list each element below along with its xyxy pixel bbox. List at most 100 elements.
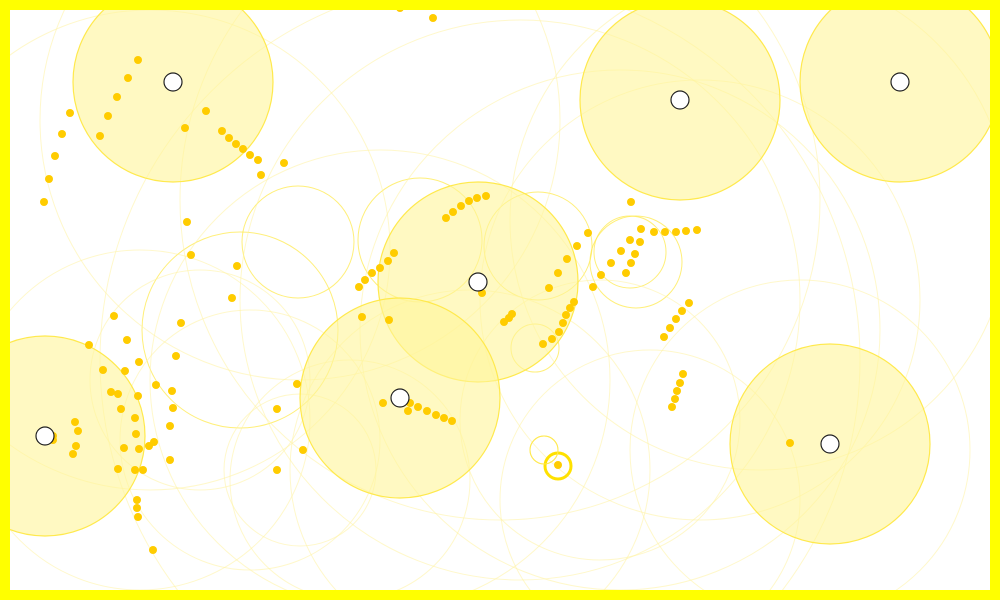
particle-dot <box>177 319 185 327</box>
particle-dot <box>134 56 142 64</box>
particle-dot <box>545 284 553 292</box>
particle-dot <box>225 134 233 142</box>
particle-dot <box>121 367 129 375</box>
node-hub[interactable] <box>670 90 690 110</box>
particle-dot <box>69 450 77 458</box>
particle-dot <box>385 316 393 324</box>
particle-dot <box>114 390 122 398</box>
particle-dot <box>563 255 571 263</box>
particle-dot <box>358 313 366 321</box>
particle-dot <box>254 156 262 164</box>
particle-dot <box>123 336 131 344</box>
particle-dot <box>218 127 226 135</box>
particle-dot <box>172 352 180 360</box>
particle-dot <box>376 264 384 272</box>
particle-dot <box>45 175 53 183</box>
particle-dot <box>678 307 686 315</box>
particle-dot <box>183 218 191 226</box>
particle-dot <box>299 446 307 454</box>
particle-dot <box>134 392 142 400</box>
particle-dot <box>539 340 547 348</box>
particle-dot <box>440 414 448 422</box>
particle-dot <box>120 444 128 452</box>
particle-dot <box>117 405 125 413</box>
particle-dot <box>133 496 141 504</box>
particle-dot <box>124 74 132 82</box>
particle-dot <box>584 229 592 237</box>
expanding-ring <box>241 185 355 299</box>
particle-dot <box>554 269 562 277</box>
particle-dot <box>423 407 431 415</box>
expanding-ring <box>239 19 801 581</box>
particle-dot <box>85 341 93 349</box>
particle-dot <box>166 456 174 464</box>
expanding-ring <box>593 215 667 289</box>
particle-dot <box>482 192 490 200</box>
particle-dot <box>617 247 625 255</box>
particle-dot <box>233 262 241 270</box>
particle-dot <box>114 465 122 473</box>
particle-dot <box>637 225 645 233</box>
nodes-layer[interactable] <box>35 72 910 454</box>
particle-dot <box>666 324 674 332</box>
particle-dot <box>107 388 115 396</box>
particle-dot <box>589 283 597 291</box>
particle-dot <box>135 445 143 453</box>
particle-dot <box>280 159 288 167</box>
particle-dot <box>168 387 176 395</box>
particle-dot <box>570 298 578 306</box>
particle-dot <box>672 228 680 236</box>
particle-dot <box>566 304 574 312</box>
particle-dot <box>607 259 615 267</box>
particle-dot <box>559 319 567 327</box>
particle-dot <box>134 513 142 521</box>
particle-dot <box>626 236 634 244</box>
particle-dot <box>661 228 669 236</box>
particle-dot <box>448 417 456 425</box>
particle-dot <box>228 294 236 302</box>
particle-dot <box>650 228 658 236</box>
particle-dot <box>355 283 363 291</box>
particle-dot <box>149 546 157 554</box>
particle-dot <box>166 422 174 430</box>
particle-dot <box>384 257 392 265</box>
particle-dot <box>404 407 412 415</box>
particle-dot <box>508 310 516 318</box>
node-hub[interactable] <box>468 272 488 292</box>
node-hub[interactable] <box>890 72 910 92</box>
particle-dot <box>104 112 112 120</box>
particle-dot <box>672 315 680 323</box>
particle-dot <box>622 269 630 277</box>
particle-dot <box>390 249 398 257</box>
particle-dot <box>51 152 59 160</box>
particle-dot <box>135 358 143 366</box>
particle-dot <box>246 151 254 159</box>
particle-dot <box>555 328 563 336</box>
particle-dot <box>554 461 562 469</box>
particle-dot <box>110 312 118 320</box>
particle-dot <box>627 259 635 267</box>
particle-dot <box>293 380 301 388</box>
node-hub[interactable] <box>820 434 840 454</box>
particle-dot <box>368 269 376 277</box>
particle-dot <box>573 242 581 250</box>
particle-dot <box>660 333 668 341</box>
particle-dot <box>71 418 79 426</box>
particle-dot <box>668 403 676 411</box>
particle-dot <box>682 227 690 235</box>
node-hub[interactable] <box>390 388 410 408</box>
particle-dot <box>432 411 440 419</box>
particle-dot <box>152 381 160 389</box>
particle-dot <box>673 387 681 395</box>
node-hub[interactable] <box>163 72 183 92</box>
particle-dot <box>131 414 139 422</box>
particle-dot <box>676 379 684 387</box>
particle-dot <box>99 366 107 374</box>
node-hub[interactable] <box>35 426 55 446</box>
particle-dot <box>187 251 195 259</box>
particle-dot <box>169 404 177 412</box>
particle-dot <box>671 395 679 403</box>
particle-dot <box>113 93 121 101</box>
particle-dot <box>786 439 794 447</box>
